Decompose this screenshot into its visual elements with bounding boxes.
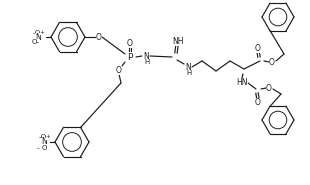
Text: O: O <box>255 97 261 107</box>
Text: NH: NH <box>172 36 184 46</box>
Text: O: O <box>269 58 275 66</box>
Text: HN: HN <box>236 78 248 87</box>
Text: H: H <box>144 59 150 65</box>
Text: O: O <box>266 83 272 92</box>
Text: +: + <box>40 29 44 34</box>
Text: O: O <box>127 38 133 48</box>
Text: N: N <box>185 63 191 71</box>
Text: N: N <box>35 33 41 41</box>
Text: O-: O- <box>32 39 40 45</box>
Text: O: O <box>116 65 122 75</box>
Text: -O: -O <box>33 30 41 36</box>
Text: H: H <box>186 70 192 76</box>
Text: -: - <box>37 145 39 151</box>
Text: N: N <box>143 51 149 60</box>
Text: O: O <box>96 33 102 41</box>
Text: -O: -O <box>39 134 47 140</box>
Text: N: N <box>41 137 47 147</box>
Text: O: O <box>41 145 47 151</box>
Text: P: P <box>127 53 133 61</box>
Text: O: O <box>255 43 261 53</box>
Text: +: + <box>46 134 51 139</box>
